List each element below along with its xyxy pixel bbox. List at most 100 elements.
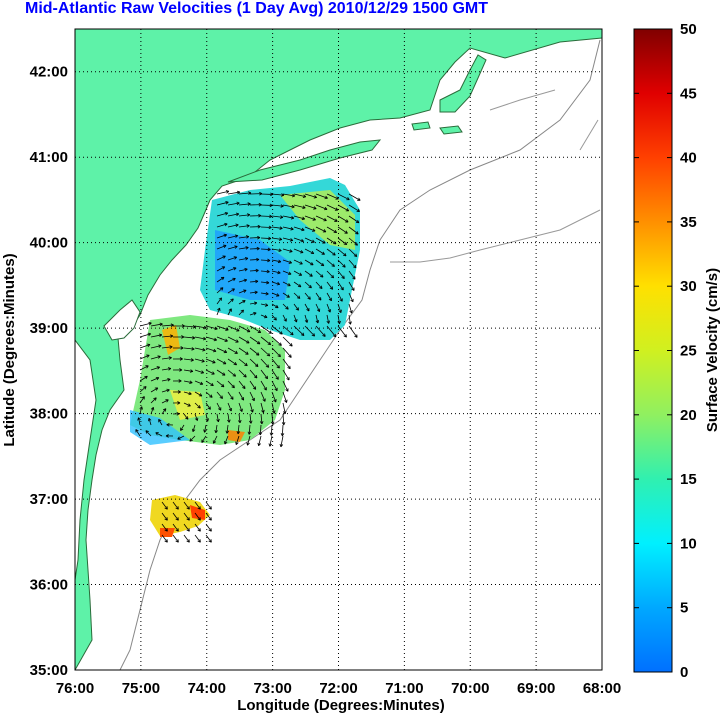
velocity-vector bbox=[282, 369, 290, 381]
velocity-vector-head bbox=[246, 224, 250, 228]
velocity-vector bbox=[227, 380, 235, 389]
velocity-vector-head bbox=[267, 341, 272, 346]
velocity-vector-head bbox=[156, 366, 160, 370]
velocity-vector-head bbox=[221, 266, 226, 270]
velocity-vector-head bbox=[264, 375, 269, 380]
velocity-vector-head bbox=[324, 195, 328, 200]
velocity-vector bbox=[304, 314, 308, 323]
velocity-vector-head bbox=[322, 229, 327, 233]
velocity-vector-head bbox=[245, 351, 249, 355]
velocity-vector-head bbox=[247, 202, 251, 206]
velocity-vector-head bbox=[234, 245, 238, 249]
velocity-vector bbox=[293, 193, 306, 198]
velocity-vector bbox=[271, 226, 283, 229]
x-tick-label: 68:00 bbox=[583, 680, 621, 697]
velocity-vector bbox=[315, 303, 320, 312]
velocity-vector bbox=[315, 215, 327, 221]
y-tick-label: 41:00 bbox=[30, 149, 68, 166]
velocity-vector bbox=[260, 237, 272, 239]
velocity-vector bbox=[271, 303, 279, 309]
velocity-vector-head bbox=[278, 248, 282, 252]
velocity-vector bbox=[260, 270, 270, 273]
velocity-vector bbox=[337, 215, 349, 223]
velocity-vector-head bbox=[356, 208, 360, 212]
velocity-vector-head bbox=[256, 257, 260, 262]
velocity-vector bbox=[216, 413, 219, 422]
velocity-vector-head bbox=[264, 314, 268, 319]
velocity-vector-head bbox=[212, 440, 217, 444]
velocity-vector-head bbox=[186, 506, 190, 510]
velocity-vector bbox=[192, 424, 196, 432]
velocity-vector bbox=[172, 512, 179, 521]
velocity-vector-head bbox=[324, 206, 328, 211]
velocity-vector-head bbox=[256, 341, 261, 345]
velocity-vector bbox=[172, 523, 179, 532]
velocity-vector-head bbox=[205, 418, 209, 422]
velocity-vector bbox=[150, 397, 157, 404]
velocity-vector bbox=[139, 386, 147, 393]
velocity-vector-head bbox=[287, 365, 291, 370]
velocity-vector bbox=[249, 347, 260, 356]
chesapeake-bay bbox=[75, 339, 97, 581]
velocity-vector-head bbox=[233, 361, 237, 366]
velocity-vector-head bbox=[256, 246, 260, 251]
velocity-vector-head bbox=[225, 201, 229, 205]
velocity-vector bbox=[249, 325, 261, 333]
velocity-vector bbox=[271, 347, 281, 358]
velocity-vector-head bbox=[340, 286, 344, 291]
velocity-vector-head bbox=[185, 416, 189, 420]
velocity-vector-head bbox=[192, 324, 196, 329]
velocity-vector-head bbox=[170, 323, 174, 327]
velocity-vector bbox=[260, 259, 271, 262]
velocity-vector bbox=[205, 534, 212, 543]
velocity-vector-head bbox=[285, 388, 289, 392]
velocity-vector-head bbox=[137, 417, 141, 421]
velocity-vector-head bbox=[266, 280, 270, 285]
velocity-vector-head bbox=[281, 422, 286, 426]
velocity-vector bbox=[183, 523, 190, 532]
velocity-vector bbox=[337, 270, 345, 279]
velocity-vector-head bbox=[348, 321, 352, 325]
velocity-vector-head bbox=[352, 276, 356, 280]
velocity-vector-head bbox=[306, 308, 310, 312]
colorbar-tick-label: 0 bbox=[680, 664, 688, 681]
velocity-vector bbox=[282, 380, 289, 392]
velocity-vector bbox=[201, 435, 207, 443]
velocity-vector bbox=[348, 325, 358, 338]
velocity-vector-head bbox=[191, 347, 195, 351]
velocity-vector-head bbox=[222, 255, 226, 259]
velocity-vector bbox=[216, 212, 228, 217]
y-tick-label: 36:00 bbox=[30, 577, 68, 594]
velocity-vector-head bbox=[266, 269, 270, 274]
velocity-vector bbox=[326, 281, 334, 290]
velocity-vector bbox=[155, 432, 163, 437]
land-nantucket bbox=[439, 125, 463, 135]
velocity-vector bbox=[304, 237, 315, 243]
velocity-vector bbox=[315, 226, 327, 233]
velocity-vector-head bbox=[246, 340, 250, 344]
velocity-vector bbox=[282, 402, 286, 414]
velocity-vector-head bbox=[155, 432, 159, 436]
velocity-vector-head bbox=[310, 262, 314, 266]
velocity-vector bbox=[304, 215, 316, 221]
velocity-vector bbox=[348, 226, 359, 235]
velocity-vector-head bbox=[261, 409, 265, 414]
velocity-vector bbox=[293, 237, 304, 242]
velocity-vector-head bbox=[155, 376, 160, 381]
velocity-vector-head bbox=[247, 431, 252, 435]
velocity-vector bbox=[238, 192, 251, 195]
velocity-vector-head bbox=[307, 296, 311, 300]
velocity-vector bbox=[304, 303, 310, 312]
velocity-vector bbox=[216, 201, 229, 206]
velocity-vector-head bbox=[295, 307, 299, 311]
colorbar-tick-label: 40 bbox=[680, 150, 697, 167]
velocity-vector-head bbox=[212, 360, 216, 364]
velocity-vector-head bbox=[243, 278, 248, 283]
field-north-fast bbox=[280, 190, 355, 250]
velocity-vector-head bbox=[343, 241, 348, 245]
velocity-vector-head bbox=[244, 256, 249, 261]
velocity-vector bbox=[227, 288, 235, 294]
velocity-vector bbox=[271, 204, 284, 207]
velocity-vector bbox=[238, 325, 251, 333]
velocity-vector bbox=[282, 336, 293, 347]
